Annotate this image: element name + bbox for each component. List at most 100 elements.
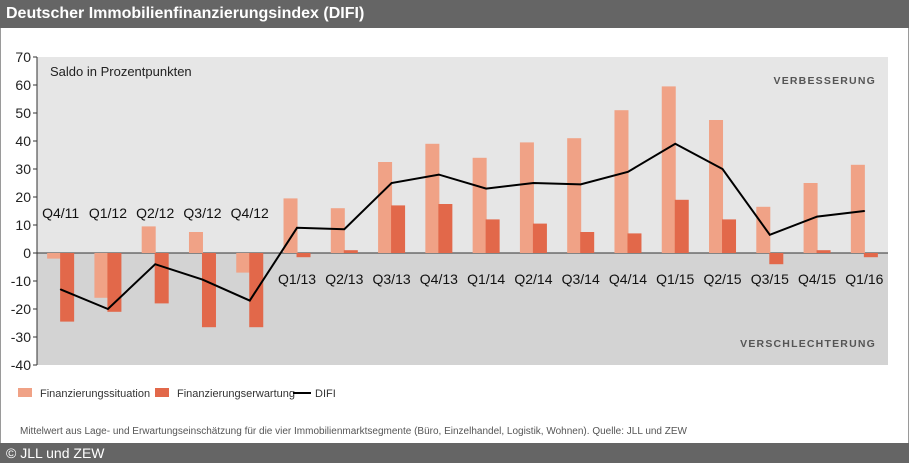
category-label-Q3/12: Q3/12	[183, 205, 221, 221]
bar-situation-Q1/15	[661, 86, 676, 254]
deterioration-label: VERSCHLECHTERUNG	[740, 338, 876, 350]
y-tick-label: 70	[15, 49, 31, 65]
bar-situation-Q4/15	[803, 183, 818, 253]
bar-expectation-Q3/13	[391, 205, 406, 253]
y-tick-label: 30	[15, 161, 31, 177]
difi-point-Q4/11	[59, 288, 62, 291]
bar-expectation-Q1/13	[296, 253, 311, 258]
category-label-Q2/14: Q2/14	[514, 271, 552, 287]
category-label-Q4/12: Q4/12	[231, 205, 269, 221]
bar-situation-Q1/16	[850, 164, 865, 253]
y-tick-label: 20	[15, 189, 31, 205]
bar-expectation-Q3/14	[580, 232, 595, 253]
improvement-label: VERBESSERUNG	[773, 75, 876, 87]
legend-label-2: DIFI	[315, 388, 336, 400]
y-tick-label: 60	[15, 77, 31, 93]
difi-point-Q4/15	[816, 215, 818, 218]
difi-point-Q4/12	[248, 299, 251, 302]
difi-point-Q4/13	[438, 173, 440, 176]
bar-situation-Q4/12	[236, 253, 251, 273]
legend-swatch-1	[155, 388, 169, 397]
bar-expectation-Q3/15	[769, 253, 784, 265]
bar-situation-Q4/14	[614, 110, 629, 253]
y-tick-label: -10	[11, 273, 31, 289]
difi-point-Q3/12	[201, 278, 204, 281]
copyright: © JLL und ZEW	[0, 443, 909, 463]
category-label-Q4/11: Q4/11	[42, 205, 79, 221]
y-tick-label: -40	[11, 357, 31, 373]
category-label-Q1/15: Q1/15	[656, 271, 694, 287]
bar-expectation-Q4/13	[438, 204, 453, 253]
bar-situation-Q4/11	[47, 253, 62, 259]
difi-chart: -40 -30 -20 -10 0 10 20 30 40 50 60 70 Q4/11 Q1/12 Q2…	[11, 49, 888, 400]
category-label-Q1/14: Q1/14	[467, 271, 505, 287]
y-axis-label: Saldo in Prozentpunkten	[50, 64, 192, 79]
category-label-Q4/15: Q4/15	[798, 271, 836, 287]
bar-expectation-Q1/16	[863, 253, 878, 258]
category-label-Q3/15: Q3/15	[751, 271, 789, 287]
difi-point-Q3/13	[390, 182, 393, 184]
category-labels: Q4/11 Q1/12 Q2/12 Q3/12 Q4/12 Q1/13 Q2/13 Q3/13…	[42, 205, 884, 287]
bar-situation-Q1/13	[283, 198, 298, 253]
difi-point-Q2/14	[532, 182, 535, 184]
difi-line-layer	[59, 142, 866, 311]
y-tick-label: 10	[15, 217, 31, 233]
bar-expectation-Q4/14	[627, 233, 642, 253]
difi-point-Q1/14	[485, 187, 487, 190]
bar-expectation-Q3/12	[201, 253, 216, 328]
bar-situation-Q4/13	[425, 143, 440, 253]
bar-situation-Q2/12	[141, 226, 156, 253]
bar-series	[47, 86, 878, 328]
bar-expectation-Q1/15	[674, 199, 689, 253]
difi-point-Q1/15	[674, 143, 677, 145]
y-tick-label: 0	[23, 245, 31, 261]
bar-expectation-Q2/12	[154, 253, 169, 304]
category-label-Q3/14: Q3/14	[562, 271, 600, 287]
bar-situation-Q2/14	[519, 142, 534, 253]
difi-point-Q2/12	[154, 263, 156, 265]
bar-expectation-Q1/12	[107, 253, 122, 312]
difi-point-Q2/15	[721, 168, 724, 170]
y-tick-label: 40	[15, 133, 31, 149]
bar-expectation-Q2/14	[532, 223, 547, 253]
bar-situation-Q1/12	[94, 253, 109, 298]
difi-point-Q4/14	[627, 171, 629, 173]
difi-line	[60, 142, 865, 311]
category-label-Q4/13: Q4/13	[420, 271, 458, 287]
difi-point-Q1/16	[863, 210, 866, 212]
legend-label-0: Finanzierungssituation	[40, 388, 150, 400]
bar-expectation-Q4/11	[60, 253, 75, 322]
difi-point-Q3/15	[769, 234, 771, 236]
bar-situation-Q3/15	[756, 206, 771, 253]
category-label-Q4/14: Q4/14	[609, 271, 647, 287]
difi-point-Q1/12	[107, 308, 109, 310]
bar-situation-Q2/15	[709, 120, 724, 253]
category-label-Q2/13: Q2/13	[325, 271, 363, 287]
bar-situation-Q3/13	[378, 162, 393, 253]
y-tick-label: -30	[11, 329, 31, 345]
legend-swatch-0	[18, 388, 32, 397]
bar-situation-Q2/13	[330, 208, 345, 253]
legend-label-1: Finanzierungserwartung	[177, 388, 295, 400]
category-label-Q1/12: Q1/12	[89, 205, 127, 221]
bar-expectation-Q4/15	[816, 250, 831, 253]
y-axis: -40 -30 -20 -10 0 10 20 30 40 50 60 70	[11, 49, 888, 373]
bar-expectation-Q2/15	[722, 219, 737, 253]
bar-situation-Q1/14	[472, 157, 487, 253]
bar-situation-Q3/12	[188, 232, 203, 253]
y-tick-label: -20	[11, 301, 31, 317]
bar-expectation-Q2/13	[343, 250, 358, 253]
improvement-region	[37, 57, 888, 253]
category-label-Q2/12: Q2/12	[136, 205, 174, 221]
footnote: Mittelwert aus Lage- und Erwartungseinsc…	[20, 426, 687, 437]
category-label-Q3/13: Q3/13	[373, 271, 411, 287]
chart-title: Deutscher Immobilienfinanzierungsindex (…	[0, 0, 909, 28]
bar-expectation-Q1/14	[485, 219, 500, 253]
y-tick-label: 50	[15, 105, 31, 121]
category-label-Q2/15: Q2/15	[703, 271, 741, 287]
difi-point-Q2/13	[343, 228, 346, 230]
bar-situation-Q3/14	[567, 138, 582, 253]
difi-point-Q1/13	[296, 227, 298, 229]
category-label-Q1/13: Q1/13	[278, 271, 316, 287]
difi-point-Q3/14	[579, 183, 582, 186]
